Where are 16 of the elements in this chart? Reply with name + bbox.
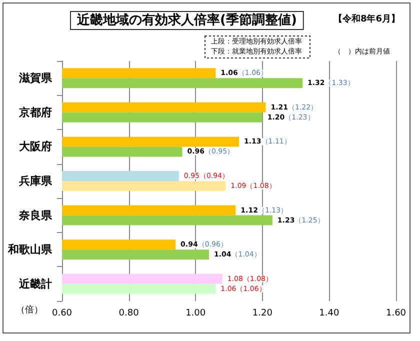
x-tick-label: 1.40 xyxy=(319,308,340,318)
x-tick-label: 0.60 xyxy=(52,308,72,318)
y-tick-label: 京都府 xyxy=(18,106,52,119)
x-axis-title: （倍） xyxy=(16,304,43,316)
y-tick-label: 近畿計 xyxy=(18,277,52,290)
chart-title: 近畿地域の有効求人倍率(季節調整値) xyxy=(76,12,297,28)
x-tick-label: 1.60 xyxy=(386,308,406,318)
y-tick-label: 奈良県 xyxy=(18,208,53,222)
y-tick-label: 大阪府 xyxy=(19,140,52,154)
x-tick-label: 0.80 xyxy=(118,308,140,318)
x-tick-label: 1.00 xyxy=(186,308,206,318)
x-tick-label: 1.20 xyxy=(252,308,273,318)
y-tick-label: 兵庫県 xyxy=(18,174,53,188)
y-tick-label: 和歌山県 xyxy=(7,243,53,256)
text: 【令和8年6月】 xyxy=(333,14,400,24)
y-tick-label: 滋賀県 xyxy=(18,72,53,85)
